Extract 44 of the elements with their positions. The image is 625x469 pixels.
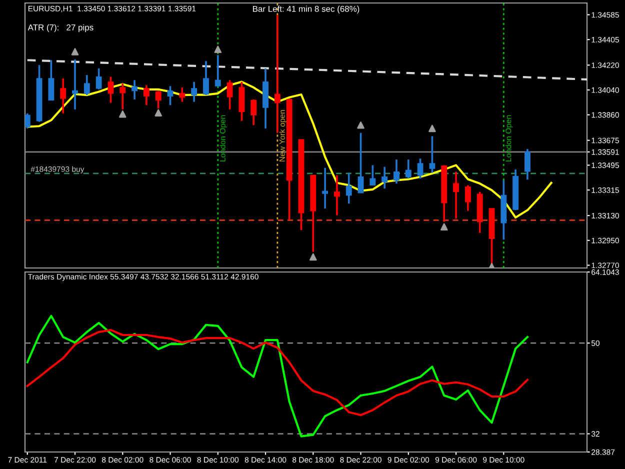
point	[118, 110, 126, 118]
candlestick	[429, 135, 436, 174]
candlestick	[322, 166, 328, 210]
point	[214, 46, 222, 54]
candlestick	[132, 79, 138, 100]
line-series	[26, 328, 529, 416]
line-series	[26, 59, 587, 81]
candlestick	[108, 76, 114, 104]
candlestick	[382, 166, 388, 190]
candlestick	[167, 85, 174, 106]
candlestick	[358, 132, 364, 194]
annotation: ATR (7): 27 pips	[28, 24, 94, 32]
point	[310, 253, 317, 261]
candlestick	[370, 164, 376, 186]
candlestick	[48, 59, 54, 102]
candlestick	[226, 79, 233, 110]
point	[440, 223, 448, 231]
point	[154, 109, 162, 117]
candlestick	[524, 148, 530, 180]
point	[357, 122, 364, 129]
candlestick	[120, 82, 126, 110]
candlestick	[405, 158, 412, 180]
candlestick	[394, 158, 400, 184]
candlestick	[191, 80, 198, 103]
candlestick	[143, 84, 150, 106]
candlestick	[453, 170, 459, 220]
candlestick	[84, 74, 90, 96]
candlestick	[464, 184, 471, 212]
point	[428, 124, 436, 132]
point	[71, 48, 79, 56]
candlestick	[250, 98, 257, 126]
candlestick	[155, 90, 162, 110]
candlestick	[96, 68, 102, 90]
candlestick	[203, 60, 209, 96]
candlestick	[72, 58, 78, 110]
line-series	[26, 314, 529, 438]
candlestick	[214, 54, 221, 88]
candlestick	[25, 112, 30, 130]
candlestick	[417, 158, 424, 180]
candlestick	[346, 172, 352, 204]
candlestick	[334, 174, 340, 216]
candlestick	[60, 78, 66, 114]
candlestick	[179, 86, 186, 103]
annotation: Bar Left: 41 min 8 sec (68%)	[253, 6, 360, 14]
